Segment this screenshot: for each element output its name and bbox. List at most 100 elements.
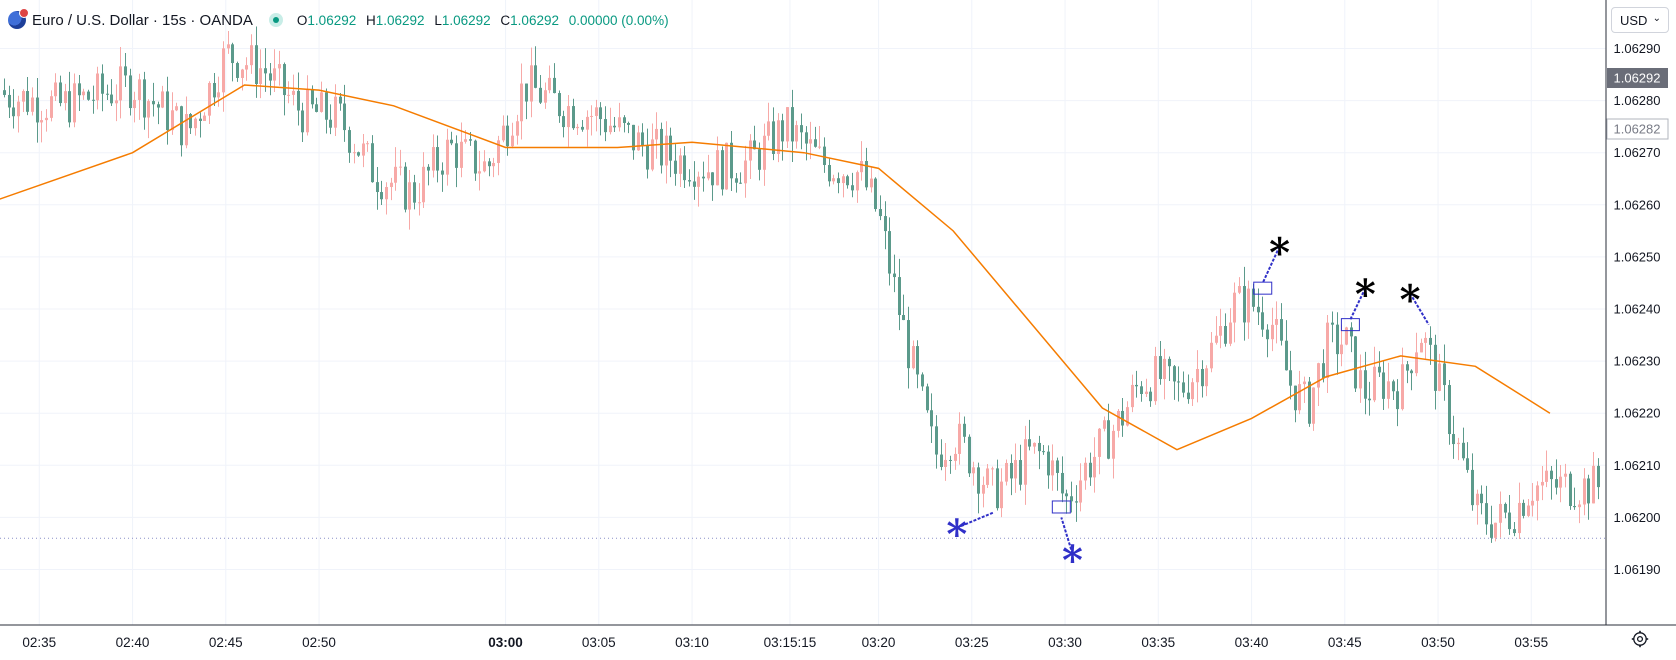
candle-body (1354, 336, 1357, 389)
current-price-badge[interactable] (1607, 68, 1668, 88)
symbol-title[interactable]: Euro / U.S. Dollar · 15s · OANDA (32, 11, 253, 29)
annotation-leader (1409, 292, 1430, 326)
candle-body (777, 120, 780, 154)
candle-body (1135, 384, 1138, 387)
market-status-icon[interactable] (268, 13, 283, 27)
candle-body (627, 122, 630, 125)
candle-body (311, 88, 314, 105)
candle-body (31, 97, 34, 112)
candle-body (1336, 324, 1339, 355)
candle-body (1051, 460, 1054, 476)
candle-body (1410, 370, 1413, 374)
candle-body (912, 346, 915, 369)
candle-body (217, 92, 220, 98)
candle-body (1471, 469, 1474, 506)
candle-body (1229, 322, 1232, 344)
candle-body (1382, 372, 1385, 399)
candle-body (1065, 493, 1068, 497)
price-tick-label: 1.06230 (1614, 354, 1661, 369)
candle-body (1550, 470, 1553, 480)
candle-body (427, 166, 430, 171)
candle-body (1257, 306, 1260, 313)
candle-body (1504, 503, 1507, 513)
current-price-label: 1.06292 (1614, 71, 1661, 86)
candle-body (1173, 366, 1176, 382)
candle-body (129, 75, 132, 109)
candle-body (702, 176, 705, 179)
candle-body (115, 100, 118, 104)
candle-body (241, 69, 244, 78)
candle-body (87, 91, 90, 100)
annotation-asterisk: * (1269, 229, 1290, 276)
price-tick-label: 1.06240 (1614, 302, 1661, 317)
candle-body (1159, 356, 1162, 380)
price-tick-label: 1.06290 (1614, 41, 1661, 56)
candle-body (292, 90, 295, 95)
candle-body (287, 94, 290, 96)
candle-body (133, 99, 136, 109)
currency-selector[interactable]: USD ⌄ (1611, 7, 1669, 33)
open-key: O (296, 12, 308, 28)
candle-body (175, 106, 178, 111)
candle-body (50, 96, 53, 118)
candle-body (609, 125, 612, 133)
candle-body (721, 150, 724, 190)
candle-body (1350, 327, 1353, 337)
candle-body (119, 66, 122, 101)
candle-body (227, 44, 230, 49)
candle-body (1518, 502, 1521, 534)
candle-body (888, 231, 891, 274)
candle-body (1005, 462, 1008, 482)
candle-body (818, 146, 821, 148)
candle-body (525, 83, 528, 102)
candle-body (73, 83, 76, 123)
moving-average-line (0, 84, 1551, 451)
candle-body (161, 91, 164, 108)
candle-body (213, 83, 216, 98)
candle-body (1485, 503, 1488, 525)
time-tick-label: 03:50 (1421, 635, 1455, 650)
candle-body (1387, 381, 1390, 399)
candle-body (394, 166, 397, 183)
candle-body (986, 468, 989, 485)
chevron-down-icon: ⌄ (1652, 13, 1661, 24)
price-scale-background[interactable] (1606, 0, 1676, 625)
time-scale-background[interactable] (0, 626, 1606, 660)
candle-body (805, 132, 808, 144)
candle-body (12, 107, 15, 117)
candle-body (297, 90, 300, 111)
candle-body (1154, 356, 1157, 402)
candle-body (488, 161, 491, 167)
candle-body (749, 140, 752, 161)
candle-body (1289, 370, 1292, 386)
candle-body (1107, 420, 1110, 459)
candle-body (1010, 462, 1013, 479)
price-tick-label: 1.06200 (1614, 510, 1661, 525)
candle-body (36, 97, 39, 123)
candle-body (1527, 505, 1530, 516)
candle-body (362, 143, 365, 156)
candle-body (441, 170, 444, 175)
gear-icon[interactable] (1631, 630, 1649, 648)
candle-body (1271, 324, 1274, 340)
candle-body (1252, 288, 1255, 307)
time-tick-label: 03:45 (1328, 635, 1362, 650)
candle-body (96, 73, 99, 101)
candle-body (185, 114, 188, 146)
candle-body (138, 79, 141, 100)
candle-body (1280, 319, 1283, 341)
candle-body (1285, 340, 1288, 371)
candle-body (1434, 344, 1437, 391)
candle-body (1322, 363, 1325, 379)
candle-body (1070, 496, 1073, 502)
candle-body (1177, 381, 1180, 383)
candle-body (735, 178, 738, 183)
candle-body (1028, 439, 1031, 447)
candle-body (1266, 329, 1269, 340)
price-tick-label: 1.06250 (1614, 249, 1661, 264)
candle-body (255, 45, 258, 85)
time-tick-label: 03:55 (1514, 635, 1548, 650)
candle-body (236, 63, 239, 78)
chart-grid (0, 0, 1606, 625)
